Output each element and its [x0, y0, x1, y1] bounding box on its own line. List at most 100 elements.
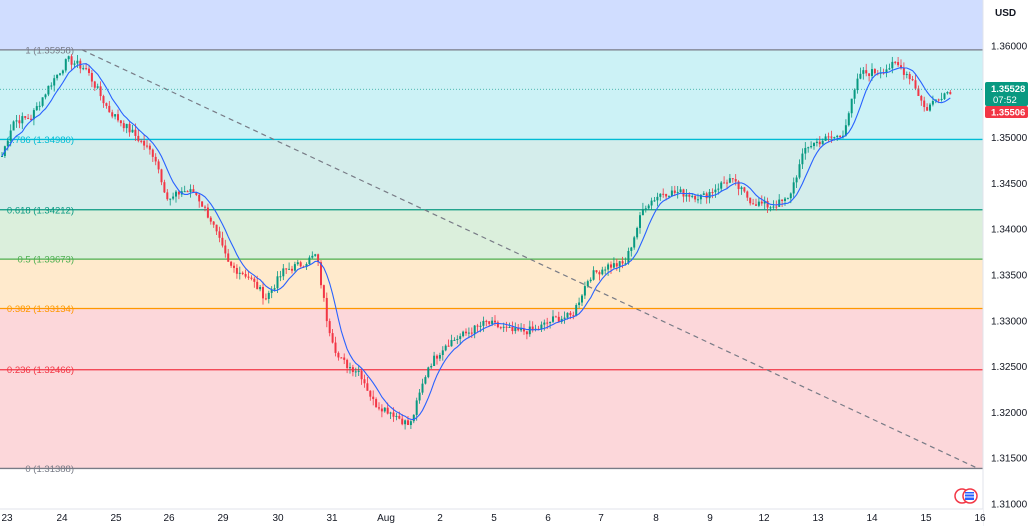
- fib-level-label: 0 (1.31388): [25, 464, 74, 475]
- candle-body: [888, 68, 891, 70]
- current-price-value: 1.35528: [991, 84, 1025, 95]
- candle-body: [499, 327, 502, 329]
- time-tick-label: 23: [1, 513, 13, 524]
- candle-body: [607, 264, 610, 270]
- candle-body: [789, 193, 792, 199]
- candle-body: [827, 136, 830, 138]
- candle-body: [183, 191, 186, 193]
- candle-body: [264, 298, 267, 300]
- candle-body: [267, 292, 270, 299]
- candle-body: [337, 352, 340, 358]
- candle-body: [627, 250, 630, 264]
- candle-body: [769, 207, 772, 209]
- candle-body: [726, 182, 728, 184]
- fib-level-label: 0.382 (1.33134): [7, 304, 74, 315]
- candle-body: [35, 106, 38, 111]
- candle-body: [531, 326, 534, 330]
- candle-body: [369, 390, 372, 397]
- candle-body: [810, 146, 813, 148]
- candle-body: [479, 325, 482, 327]
- candle-body: [218, 231, 221, 238]
- candle-body: [496, 322, 499, 328]
- current-price-badge: 1.35528 07:52: [985, 82, 1028, 106]
- time-tick-label: 30: [272, 513, 284, 524]
- candle-body: [447, 345, 450, 347]
- candle-body: [711, 192, 714, 194]
- candle-body: [482, 320, 485, 326]
- candle-body: [610, 264, 612, 268]
- candle-body: [383, 407, 386, 412]
- fib-zone: [0, 369, 983, 469]
- candle-body: [285, 268, 288, 270]
- candle-body: [673, 190, 676, 193]
- candle-body: [525, 331, 528, 335]
- candle-body: [262, 287, 264, 299]
- candle-body: [630, 247, 633, 251]
- candle-body: [421, 383, 424, 393]
- candle-body: [546, 322, 549, 324]
- candle-body: [119, 120, 122, 124]
- candle-body: [508, 327, 511, 329]
- candle-body: [691, 195, 694, 197]
- candle-body: [21, 116, 24, 124]
- candle-body: [189, 189, 192, 193]
- candle-body: [601, 269, 604, 275]
- candle-body: [755, 204, 757, 206]
- candle-body: [331, 333, 334, 343]
- candle-body: [328, 321, 331, 334]
- candle-body: [766, 201, 769, 208]
- candle-body: [540, 324, 543, 330]
- candle-body: [12, 121, 15, 131]
- candle-body: [778, 199, 781, 207]
- candle-body: [354, 371, 357, 373]
- candle-body: [38, 105, 41, 107]
- candle-body: [151, 149, 154, 157]
- candle-body: [427, 367, 430, 378]
- candle-body: [314, 254, 317, 256]
- candle-body: [317, 254, 320, 263]
- candle-body: [282, 268, 285, 277]
- candle-body: [137, 135, 140, 141]
- candle-body: [30, 118, 32, 120]
- candle-body: [453, 339, 456, 341]
- candle-body: [224, 245, 227, 254]
- candle-body: [93, 81, 96, 88]
- candle-body: [844, 125, 847, 136]
- candle-body: [836, 135, 839, 138]
- candle-body: [44, 94, 47, 98]
- time-tick-label: 26: [163, 513, 175, 524]
- price-tick-label: 1.36000: [991, 42, 1028, 53]
- candle-body: [488, 321, 491, 324]
- time-axis[interactable]: 23 24 25 26 29 30 31 Aug 2 5 6 7 8 9 12 13 14 15 16: [1, 513, 986, 524]
- candle-body: [911, 79, 914, 81]
- candle-body: [763, 201, 766, 204]
- candle-body: [233, 265, 235, 268]
- candle-body: [305, 263, 308, 267]
- candle-body: [50, 85, 53, 87]
- economic-events-flag-icon[interactable]: [954, 488, 978, 504]
- candle-body: [563, 317, 566, 319]
- trend-line[interactable]: [81, 49, 979, 470]
- candle-body: [140, 140, 143, 142]
- time-tick-label: 2: [437, 513, 443, 524]
- price-tick-label: 1.34500: [991, 179, 1028, 190]
- candle-body: [157, 161, 160, 170]
- candle-body: [206, 207, 209, 218]
- candle-body: [592, 270, 595, 280]
- candle-body: [204, 206, 206, 208]
- candle-body: [308, 257, 311, 264]
- candle-body: [227, 253, 230, 262]
- candle-body: [494, 320, 496, 323]
- candle-body: [931, 101, 934, 105]
- candle-body: [688, 194, 691, 197]
- price-tick-label: 1.34000: [991, 225, 1028, 236]
- candle-body: [293, 264, 296, 271]
- candle-body: [929, 104, 931, 111]
- candle-body: [699, 194, 702, 200]
- candle-body: [705, 193, 708, 199]
- candle-body: [865, 70, 868, 74]
- candle-body: [633, 237, 636, 248]
- candle-body: [15, 120, 18, 122]
- candle-body: [644, 208, 647, 210]
